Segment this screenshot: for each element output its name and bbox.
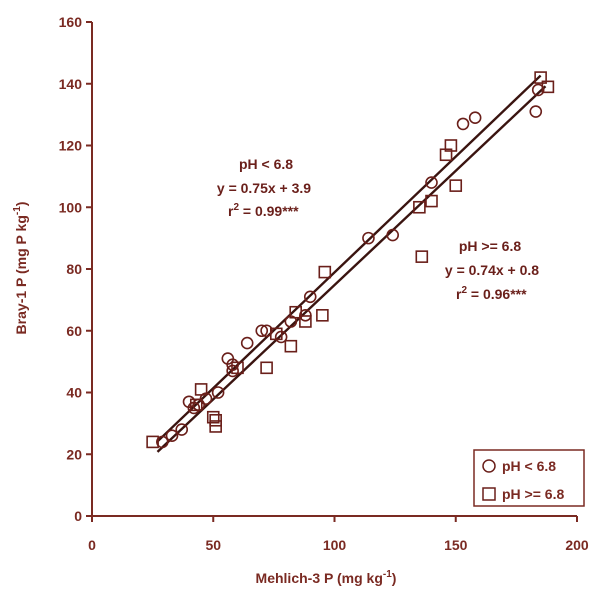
y-axis-title: Bray-1 P (mg P kg-1) xyxy=(12,202,29,335)
y-tick-label: 20 xyxy=(66,446,82,462)
y-tick-label: 0 xyxy=(74,508,82,524)
point-square xyxy=(284,339,298,353)
point-circle xyxy=(211,386,225,399)
data-points xyxy=(146,71,555,449)
legend-marker-square xyxy=(482,487,496,501)
annotation-high-ph: pH >= 6.8 y = 0.74x + 0.8 r2 = 0.96*** xyxy=(445,238,539,302)
point-square xyxy=(289,305,303,319)
point-circle xyxy=(425,176,438,189)
point-square xyxy=(269,327,283,341)
point-circle xyxy=(531,83,545,97)
point-square xyxy=(413,200,426,214)
axes-layer: 0 20 40 60 80 100 120 140 160 0 50 100 150 200 xyxy=(59,14,589,553)
point-circle xyxy=(456,117,470,131)
annotation-high-ph-equation: y = 0.74x + 0.8 xyxy=(445,262,539,278)
point-circle xyxy=(386,228,400,242)
point-circle xyxy=(156,435,169,449)
point-square xyxy=(541,80,555,94)
x-tick-label: 100 xyxy=(323,537,347,553)
point-square xyxy=(318,265,332,279)
point-square xyxy=(415,250,429,263)
point-circle xyxy=(165,429,179,443)
regression-lines xyxy=(156,74,547,453)
point-square xyxy=(425,194,438,208)
point-circle xyxy=(240,336,254,350)
x-tick-label: 0 xyxy=(88,537,96,553)
point-square xyxy=(146,435,159,449)
point-circle xyxy=(529,105,543,118)
y-tick-label: 140 xyxy=(59,76,83,92)
point-square xyxy=(209,413,222,427)
point-square xyxy=(231,361,244,375)
point-square xyxy=(534,71,547,84)
point-square xyxy=(189,398,203,412)
point-square xyxy=(206,410,220,424)
annotation-high-ph-r2: r2 = 0.96*** xyxy=(456,285,527,302)
point-square xyxy=(260,361,273,375)
y-tick-label: 40 xyxy=(66,385,82,401)
x-tick-label: 50 xyxy=(205,537,221,553)
legend-marker-circle xyxy=(482,459,496,473)
annotation-low-ph-r2: r2 = 0.99*** xyxy=(228,202,299,219)
legend-box xyxy=(473,449,585,507)
point-square xyxy=(194,383,208,396)
y-tick-label: 60 xyxy=(66,323,82,339)
point-circle xyxy=(175,423,189,436)
legend-label-low-ph: pH < 6.8 xyxy=(502,458,556,474)
x-tick-label: 200 xyxy=(565,537,589,553)
y-tick-label: 160 xyxy=(59,14,83,30)
point-circle xyxy=(255,324,269,338)
y-tick-label: 120 xyxy=(59,138,83,154)
annotation-high-ph-title: pH >= 6.8 xyxy=(459,238,521,254)
y-tick-label: 100 xyxy=(59,199,83,215)
annotation-low-ph-equation: y = 0.75x + 3.9 xyxy=(217,180,311,196)
point-circle xyxy=(468,111,482,125)
point-square xyxy=(316,309,329,322)
point-circle xyxy=(260,324,273,338)
point-square xyxy=(449,179,463,192)
regression-line-low-ph xyxy=(156,74,542,443)
legend: pH < 6.8 pH >= 6.8 xyxy=(473,449,585,507)
annotation-low-ph: pH < 6.8 y = 0.75x + 3.9 r2 = 0.99*** xyxy=(217,156,311,219)
point-square xyxy=(299,315,312,328)
point-square xyxy=(444,139,458,152)
x-axis-title: Mehlich-3 P (mg kg-1) xyxy=(256,569,397,586)
y-tick-label: 80 xyxy=(66,261,82,277)
annotation-low-ph-title: pH < 6.8 xyxy=(239,156,293,172)
x-tick-label: 150 xyxy=(444,537,468,553)
point-circle xyxy=(362,231,375,245)
regression-line-high-ph xyxy=(156,85,547,453)
legend-label-high-ph: pH >= 6.8 xyxy=(502,486,564,502)
point-circle xyxy=(303,290,317,304)
